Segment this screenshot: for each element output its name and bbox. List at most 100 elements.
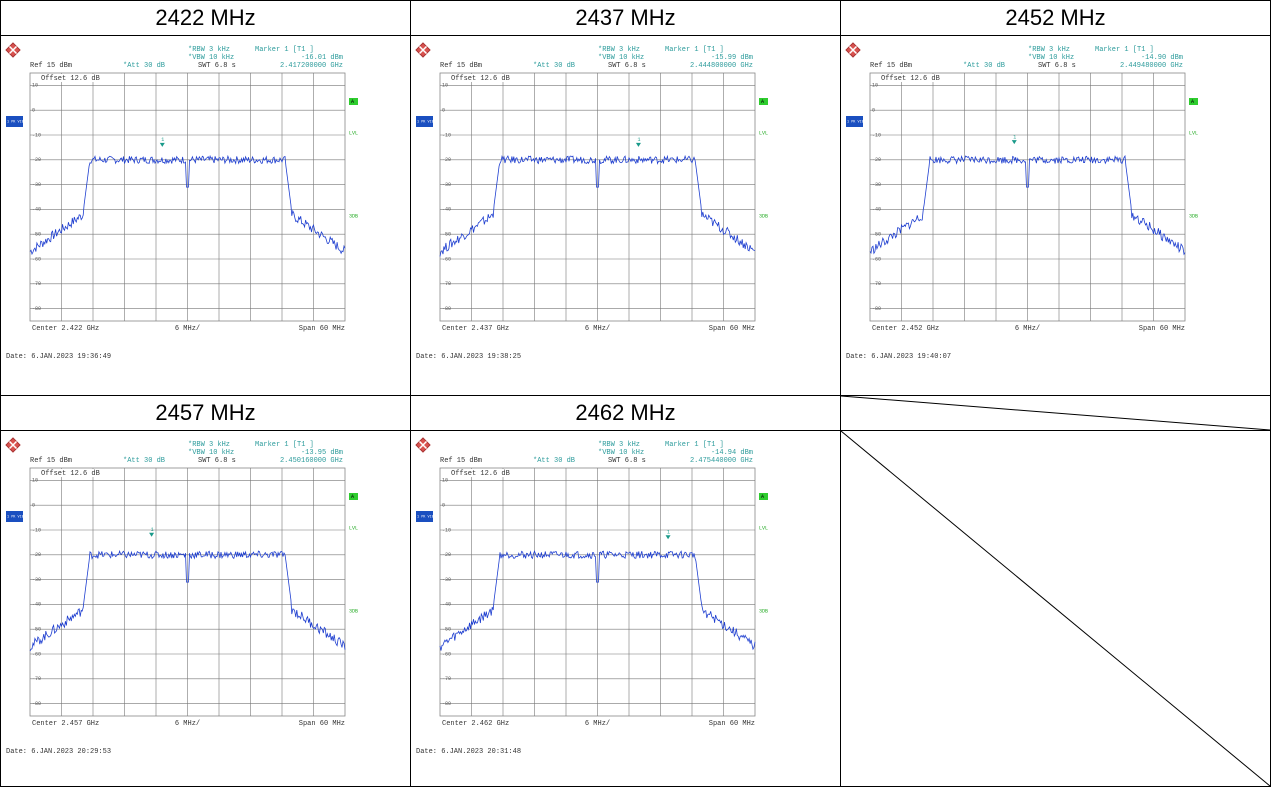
y-axis-label: -20	[872, 157, 881, 163]
flag: LVL	[349, 525, 358, 531]
y-axis-label: 10	[442, 478, 448, 484]
y-axis-label: -60	[442, 651, 451, 657]
y-axis-label: -20	[32, 157, 41, 163]
offset-bg	[878, 74, 938, 82]
y-axis-label: -80	[872, 306, 881, 312]
y-axis-label: -80	[32, 306, 41, 312]
y-axis-label: -30	[442, 182, 451, 188]
y-axis-label: -80	[32, 701, 41, 707]
marker-number: 1	[1013, 134, 1016, 140]
sweep-time: SWT 6.8 s	[198, 457, 236, 465]
logo-mark	[8, 45, 18, 55]
y-axis-label: 10	[872, 83, 878, 89]
logo-mark	[848, 45, 858, 55]
y-axis-label: -70	[32, 676, 41, 682]
flag: LVL	[349, 130, 358, 136]
y-axis-label: -40	[32, 207, 41, 213]
y-axis-label: -60	[32, 651, 41, 657]
marker-title: Marker 1 [T1 ]	[665, 46, 724, 54]
marker-level: -14.94 dBm	[711, 449, 753, 457]
center-frequency: Center 2.437 GHz	[442, 325, 509, 333]
offset-bg	[38, 74, 98, 82]
y-axis-label: -10	[442, 527, 451, 533]
attenuation: *Att 30 dB	[963, 62, 1005, 70]
flag: A	[761, 99, 764, 105]
division: 6 MHz/	[585, 325, 610, 333]
division: 6 MHz/	[585, 720, 610, 728]
ref-level: Ref 15 dBm	[440, 457, 482, 465]
trace-label: 1 PK VIEW	[7, 120, 27, 124]
marker-level: -16.01 dBm	[301, 54, 343, 62]
y-axis-label: -70	[872, 281, 881, 287]
y-axis-label: -60	[32, 256, 41, 262]
y-axis-label: -10	[32, 527, 41, 533]
ref-level: Ref 15 dBm	[440, 62, 482, 70]
trace	[29, 154, 346, 256]
trace-label: 1 PK VIEW	[7, 515, 27, 519]
y-axis-label: -70	[442, 281, 451, 287]
flag: A	[351, 99, 354, 105]
attenuation: *Att 30 dB	[123, 457, 165, 465]
spectrum-screenshot: *RBW 3 kHz*VBW 10 kHz Marker 1 [T1 ]-14.9…	[845, 42, 1198, 361]
marker-symbol	[665, 535, 671, 540]
rbw: *RBW 3 kHz	[188, 441, 230, 449]
y-axis-label: -80	[442, 701, 451, 707]
diagonal-line	[840, 430, 1271, 787]
trace-label-bg	[416, 511, 433, 522]
rbw: *RBW 3 kHz	[598, 46, 640, 54]
offset: Offset 12.6 dB	[41, 75, 100, 83]
marker-symbol	[1011, 140, 1017, 145]
trace	[439, 154, 756, 257]
marker-level: -13.95 dBm	[301, 449, 343, 457]
plot-cell: *RBW 3 kHz *VBW 10 kHz Marker 1 [T1 ] -13.9…	[0, 430, 411, 787]
trace-label-bg	[6, 116, 23, 127]
y-axis-label: -20	[32, 552, 41, 558]
flag: 3DB	[1189, 213, 1198, 219]
marker-number: 1	[667, 530, 670, 536]
spectrum-screenshot: *RBW 3 kHz*VBW 10 kHz Marker 1 [T1 ]-13.9…	[5, 437, 358, 756]
trace-label-bg	[846, 116, 863, 127]
diagonal-line	[840, 395, 1271, 431]
flag: 3DB	[759, 213, 768, 219]
logo-mark	[8, 440, 18, 450]
trace	[29, 549, 346, 652]
y-axis-label: -50	[32, 232, 41, 238]
span: Span 60 MHz	[709, 720, 755, 728]
y-axis-label: -50	[442, 232, 451, 238]
y-axis-label: 10	[32, 478, 38, 484]
vbw: *VBW 10 kHz	[1028, 54, 1074, 62]
center-frequency: Center 2.457 GHz	[32, 720, 99, 728]
division: 6 MHz/	[1015, 325, 1040, 333]
center-frequency: Center 2.462 GHz	[442, 720, 509, 728]
marker-symbol	[635, 142, 641, 147]
trace-label: 1 PK VIEW	[417, 120, 437, 124]
logo-mark	[418, 45, 428, 55]
marker-symbol	[159, 142, 165, 147]
flag: A	[1191, 99, 1194, 105]
flag-a-bg	[349, 98, 358, 105]
y-axis-label: -10	[32, 132, 41, 138]
vbw: *VBW 10 kHz	[188, 449, 234, 457]
flag-a-bg	[1189, 98, 1198, 105]
marker-level: -15.99 dBm	[711, 54, 753, 62]
flag: 3DB	[759, 608, 768, 614]
date: Date: 6.JAN.2023 19:36:49	[6, 353, 111, 361]
span: Span 60 MHz	[299, 720, 345, 728]
ref-level: Ref 15 dBm	[30, 62, 72, 70]
y-axis-label: -30	[32, 182, 41, 188]
trace	[439, 550, 756, 651]
y-axis-label: -10	[442, 132, 451, 138]
plot-cell: *RBW 3 kHz *VBW 10 kHz Marker 1 [T1 ] -15.9…	[410, 35, 841, 396]
y-axis-label: 0	[32, 108, 35, 114]
flag-a-bg	[349, 493, 358, 500]
y-axis-label: -70	[32, 281, 41, 287]
flag: A	[351, 494, 354, 500]
marker-level: -14.90 dBm	[1141, 54, 1183, 62]
vbw: *VBW 10 kHz	[188, 54, 234, 62]
flag: 3DB	[349, 608, 358, 614]
date: Date: 6.JAN.2023 19:38:25	[416, 353, 521, 361]
span: Span 60 MHz	[1139, 325, 1185, 333]
marker-number: 1	[151, 527, 154, 533]
y-axis-label: -20	[442, 552, 451, 558]
